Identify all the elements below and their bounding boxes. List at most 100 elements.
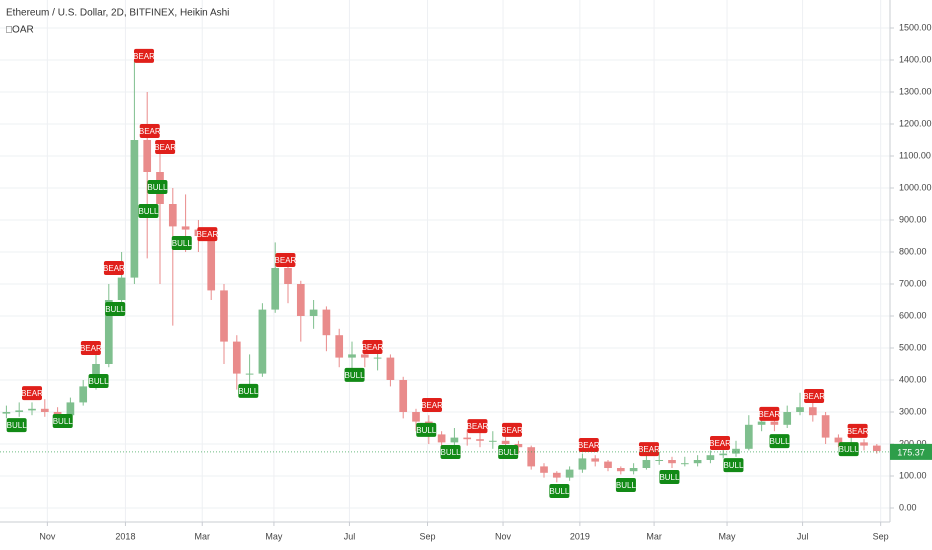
signal-text: BULL xyxy=(89,377,110,386)
signal-badge xyxy=(139,124,160,139)
signal-text: BULL xyxy=(770,437,791,446)
signal-text: BEAR xyxy=(758,410,780,419)
candle-body xyxy=(488,440,497,442)
candle-body xyxy=(271,268,280,310)
candle-body xyxy=(540,466,548,473)
candle-body xyxy=(808,407,817,416)
signal-badge xyxy=(362,340,383,355)
y-tick-label: 400.00 xyxy=(899,374,927,384)
candle-body xyxy=(335,335,344,358)
signal-text: BEAR xyxy=(421,401,443,410)
signal-text: BEAR xyxy=(467,422,489,431)
signal-badge xyxy=(723,458,744,473)
candle-body xyxy=(821,415,830,438)
axes: 0.00 100.00 200.00 300.00 400.00 500.00 600.00… xyxy=(0,22,932,541)
signal-text: BEAR xyxy=(275,256,297,265)
y-tick-label: 1100.00 xyxy=(899,150,931,160)
y-tick-label: 800.00 xyxy=(899,246,927,256)
signal-text: BEAR xyxy=(196,230,218,239)
signal-badge xyxy=(467,419,488,434)
y-tick-label: 1000.00 xyxy=(899,182,932,192)
signal-text: BEAR xyxy=(21,389,43,398)
signal-badge xyxy=(638,442,659,457)
x-tick-label: 2019 xyxy=(570,531,590,541)
candle-body xyxy=(220,290,228,342)
candle-body xyxy=(245,373,254,375)
x-tick-label: 2018 xyxy=(115,531,135,541)
y-tick-label: 600.00 xyxy=(899,310,927,320)
x-tick-label: Jul xyxy=(797,531,809,541)
candle-body xyxy=(463,437,472,440)
signal-text: BEAR xyxy=(133,52,155,61)
signal-text: BULL xyxy=(172,239,193,248)
candle-body xyxy=(28,408,36,411)
candle-body xyxy=(207,236,216,291)
candle-body xyxy=(591,458,600,462)
signal-text: BULL xyxy=(345,371,366,380)
candle-body xyxy=(578,458,587,470)
candle-body xyxy=(680,463,689,465)
x-tick-label: Mar xyxy=(194,531,210,541)
signal-text: BEAR xyxy=(847,427,869,436)
signal-badge xyxy=(769,434,790,449)
candle-body xyxy=(168,204,177,227)
candle-body xyxy=(399,380,408,412)
y-tick-label: 100.00 xyxy=(899,470,927,480)
candle-body xyxy=(450,437,459,443)
candle-body xyxy=(15,410,24,412)
signal-badge xyxy=(171,236,192,251)
candle-body xyxy=(629,468,638,472)
candle-body xyxy=(719,453,728,456)
chart-title: Ethereum / U.S. Dollar, 2D, BITFINEX, He… xyxy=(6,8,229,19)
signal-badge xyxy=(88,373,109,388)
candle-body xyxy=(373,357,382,359)
signal-text: BULL xyxy=(416,426,437,435)
signal-badge xyxy=(502,422,523,437)
candle-body xyxy=(783,412,792,425)
candle-body xyxy=(143,140,152,172)
signal-text: BEAR xyxy=(154,143,176,152)
x-tick-label: Mar xyxy=(646,531,662,541)
signal-text: BULL xyxy=(441,448,462,457)
candle-body xyxy=(66,402,75,416)
signal-text: BEAR xyxy=(80,344,102,353)
signal-text: BEAR xyxy=(362,343,384,352)
candle-body xyxy=(284,268,292,284)
candle-body xyxy=(565,469,574,478)
candle-body xyxy=(181,226,190,230)
candle-body xyxy=(104,300,113,364)
candle-body xyxy=(53,412,62,416)
signal-labels: BEAR BEAR BEAR BEAR BEAR BEAR BEAR BEAR BEAR BEAR… xyxy=(7,48,869,499)
signal-badge xyxy=(238,383,259,398)
candle-body xyxy=(296,284,305,316)
signal-text: BULL xyxy=(549,487,570,496)
y-tick-label: 500.00 xyxy=(899,342,927,352)
signal-text: BULL xyxy=(238,387,259,396)
candle-body xyxy=(476,439,484,441)
candle-body xyxy=(744,424,753,449)
signal-text: BEAR xyxy=(501,426,523,435)
signal-text: BULL xyxy=(7,421,28,430)
x-tick-label: Nov xyxy=(495,531,512,541)
candle-body xyxy=(2,412,11,414)
candle-body xyxy=(117,277,126,300)
candle-body xyxy=(514,444,523,448)
candle-body xyxy=(79,386,88,403)
signal-badge xyxy=(22,386,43,401)
x-tick-label: Sep xyxy=(873,531,889,541)
candle-body xyxy=(258,309,267,374)
candle-body xyxy=(860,442,868,446)
signal-text: BEAR xyxy=(139,127,161,136)
candle-body xyxy=(834,437,843,443)
signal-badge xyxy=(134,48,155,63)
signal-text: BULL xyxy=(138,207,159,216)
candle-body xyxy=(668,460,676,464)
last-price-badge xyxy=(890,443,932,460)
signal-badge xyxy=(804,389,825,403)
signal-badge xyxy=(80,341,101,355)
signal-badge xyxy=(416,422,437,437)
candle-body xyxy=(655,460,664,461)
candle-body xyxy=(130,140,139,278)
